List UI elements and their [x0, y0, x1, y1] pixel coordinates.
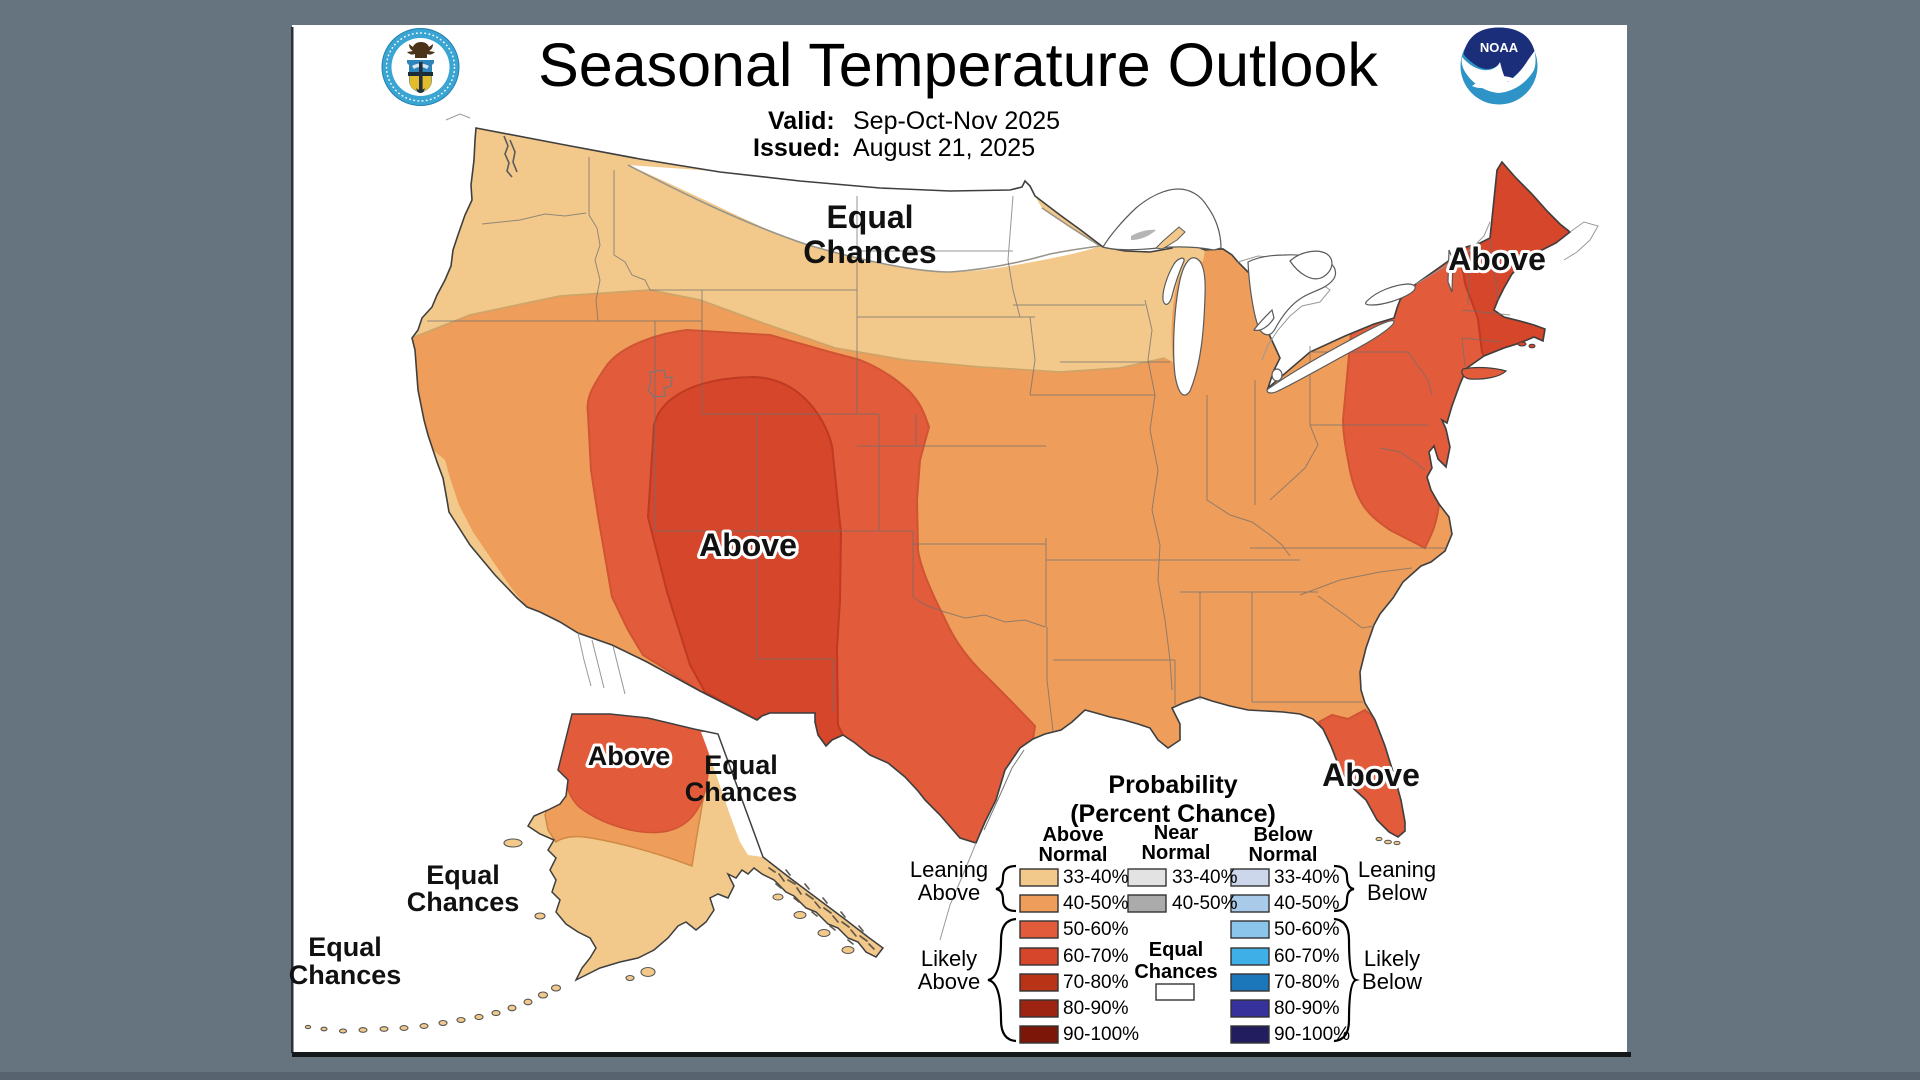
- svg-text:Equal: Equal: [1149, 939, 1203, 961]
- svg-text:Probability: Probability: [1108, 771, 1237, 799]
- svg-text:Equal: Equal: [426, 860, 500, 890]
- svg-text:Normal: Normal: [1142, 842, 1211, 864]
- svg-text:Below: Below: [1254, 824, 1313, 846]
- svg-text:Normal: Normal: [1249, 844, 1318, 866]
- svg-text:50-60%: 50-60%: [1063, 919, 1129, 940]
- svg-text:Issued:: Issued:: [753, 134, 841, 162]
- svg-text:90-100%: 90-100%: [1063, 1024, 1139, 1045]
- svg-text:Chances: Chances: [289, 960, 402, 990]
- svg-text:Above: Above: [588, 741, 671, 771]
- svg-text:Normal: Normal: [1039, 844, 1108, 866]
- svg-text:60-70%: 60-70%: [1274, 946, 1340, 967]
- svg-text:Above: Above: [1322, 757, 1420, 793]
- svg-text:Chances: Chances: [803, 234, 936, 270]
- svg-text:Above: Above: [1042, 824, 1103, 846]
- svg-text:50-60%: 50-60%: [1274, 919, 1340, 940]
- svg-text:Equal: Equal: [704, 750, 778, 780]
- svg-text:33-40%: 33-40%: [1172, 867, 1238, 888]
- svg-text:Likely: Likely: [1364, 946, 1420, 971]
- svg-text:70-80%: 70-80%: [1063, 972, 1129, 993]
- svg-text:Below: Below: [1362, 969, 1422, 994]
- svg-text:33-40%: 33-40%: [1063, 867, 1129, 888]
- svg-text:Equal: Equal: [826, 199, 913, 235]
- svg-text:60-70%: 60-70%: [1063, 946, 1129, 967]
- svg-text:80-90%: 80-90%: [1063, 998, 1129, 1019]
- svg-text:Seasonal Temperature Outlook: Seasonal Temperature Outlook: [538, 31, 1378, 99]
- svg-text:Above: Above: [1448, 241, 1546, 277]
- svg-text:80-90%: 80-90%: [1274, 998, 1340, 1019]
- svg-text:Equal: Equal: [308, 932, 382, 962]
- svg-text:Leaning: Leaning: [1358, 857, 1436, 882]
- svg-text:90-100%: 90-100%: [1274, 1024, 1350, 1045]
- svg-text:Likely: Likely: [921, 946, 977, 971]
- svg-text:Chances: Chances: [407, 887, 520, 917]
- svg-text:(Percent Chance): (Percent Chance): [1070, 800, 1276, 828]
- svg-text:August 21, 2025: August 21, 2025: [853, 134, 1035, 162]
- svg-text:NOAA: NOAA: [1480, 40, 1519, 55]
- svg-text:Chances: Chances: [1134, 961, 1217, 983]
- svg-text:Below: Below: [1367, 880, 1427, 905]
- svg-text:Above: Above: [699, 527, 797, 563]
- svg-text:Leaning: Leaning: [910, 857, 988, 882]
- svg-text:Chances: Chances: [685, 777, 798, 807]
- svg-text:Valid:: Valid:: [768, 107, 835, 135]
- svg-text:40-50%: 40-50%: [1063, 893, 1129, 914]
- svg-text:40-50%: 40-50%: [1172, 893, 1238, 914]
- svg-text:70-80%: 70-80%: [1274, 972, 1340, 993]
- svg-text:Above: Above: [918, 880, 980, 905]
- svg-text:40-50%: 40-50%: [1274, 893, 1340, 914]
- svg-text:33-40%: 33-40%: [1274, 867, 1340, 888]
- svg-text:Near: Near: [1154, 822, 1199, 844]
- svg-text:Above: Above: [918, 969, 980, 994]
- svg-text:Sep-Oct-Nov 2025: Sep-Oct-Nov 2025: [853, 107, 1060, 135]
